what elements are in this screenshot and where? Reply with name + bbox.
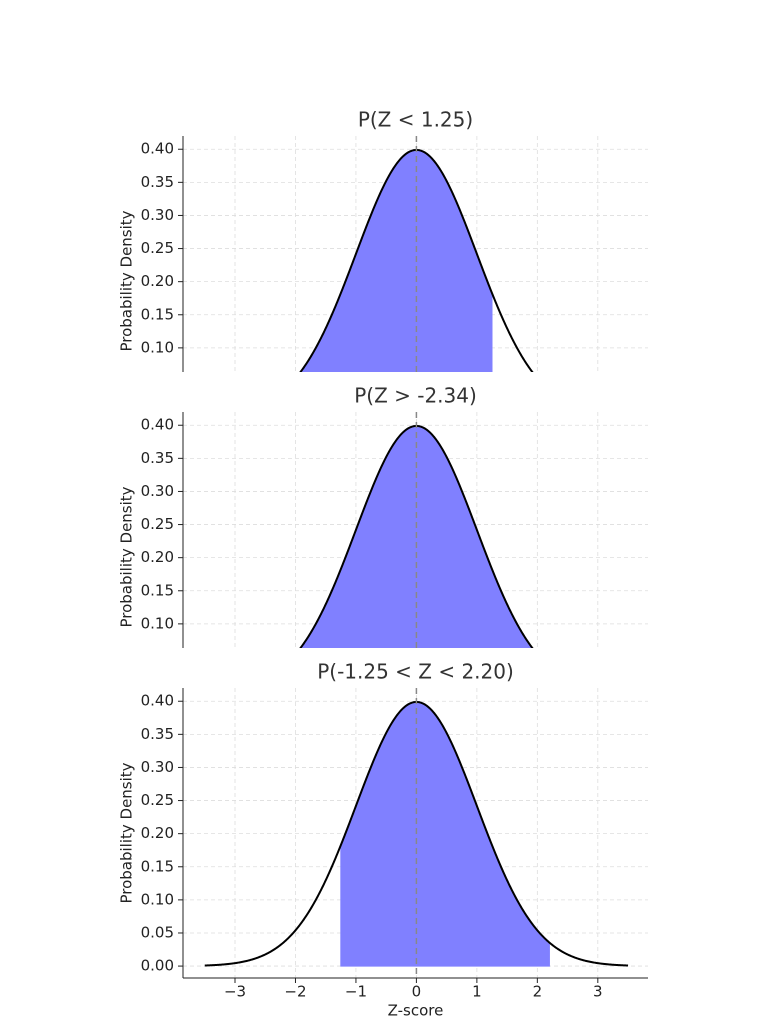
y-tick-label: 0.10 xyxy=(141,338,174,356)
x-tick-label: −1 xyxy=(345,983,367,1001)
y-tick-label: 0.40 xyxy=(141,416,174,434)
x-tick-label: −2 xyxy=(284,983,306,1001)
y-tick-label: 0.20 xyxy=(141,548,174,566)
subplot: 0.000.050.100.150.200.250.300.350.40−3−2… xyxy=(0,96,768,378)
x-tick-label: −3 xyxy=(224,983,246,1001)
y-tick-label: 0.30 xyxy=(141,482,174,500)
x-tick-label: 3 xyxy=(593,983,603,1001)
x-tick-label: 2 xyxy=(533,983,543,1001)
subplot: 0.00 0.05 0.10 0.15 0.20 0.25 0.30 0.35 0.40 −3 −2… xyxy=(0,648,768,1024)
y-axis-label: Probability Density xyxy=(118,210,136,351)
y-tick-label: 0.10 xyxy=(141,614,174,632)
x-tick-label: 0 xyxy=(412,983,422,1001)
y-tick-label: 0.40 xyxy=(141,140,174,158)
y-tick-label: 0.25 xyxy=(141,791,174,809)
x-tick-label: 1 xyxy=(472,983,482,1001)
y-axis-label: Probability Density xyxy=(118,486,136,627)
y-tick-label: 0.40 xyxy=(141,692,174,710)
y-tick-label: 0.25 xyxy=(141,515,174,533)
y-tick-label: 0.30 xyxy=(141,206,174,224)
subplot-title: P(Z > -2.34) xyxy=(354,384,477,408)
y-tick-label: 0.15 xyxy=(141,857,174,875)
y-tick-label: 0.35 xyxy=(141,449,174,467)
subplot: 0.000.050.100.150.200.250.300.350.40−3−2… xyxy=(0,372,768,654)
y-tick-label: 0.25 xyxy=(141,239,174,257)
x-axis-label: Z-score xyxy=(388,1002,444,1020)
y-tick-label: 0.05 xyxy=(141,923,174,941)
subplot-title: P(Z < 1.25) xyxy=(358,108,473,132)
y-tick-label: 0.20 xyxy=(141,824,174,842)
y-tick-label: 0.15 xyxy=(141,581,174,599)
y-tick-label: 0.30 xyxy=(141,758,174,776)
y-tick-label: 0.35 xyxy=(141,725,174,743)
y-axis-label: Probability Density xyxy=(118,762,136,903)
y-tick-label: 0.15 xyxy=(141,305,174,323)
y-tick-label: 0.00 xyxy=(141,957,174,975)
y-tick-label: 0.10 xyxy=(141,890,174,908)
subplot-title: P(-1.25 < Z < 2.20) xyxy=(317,660,514,684)
y-tick-label: 0.20 xyxy=(141,272,174,290)
y-tick-label: 0.35 xyxy=(141,173,174,191)
